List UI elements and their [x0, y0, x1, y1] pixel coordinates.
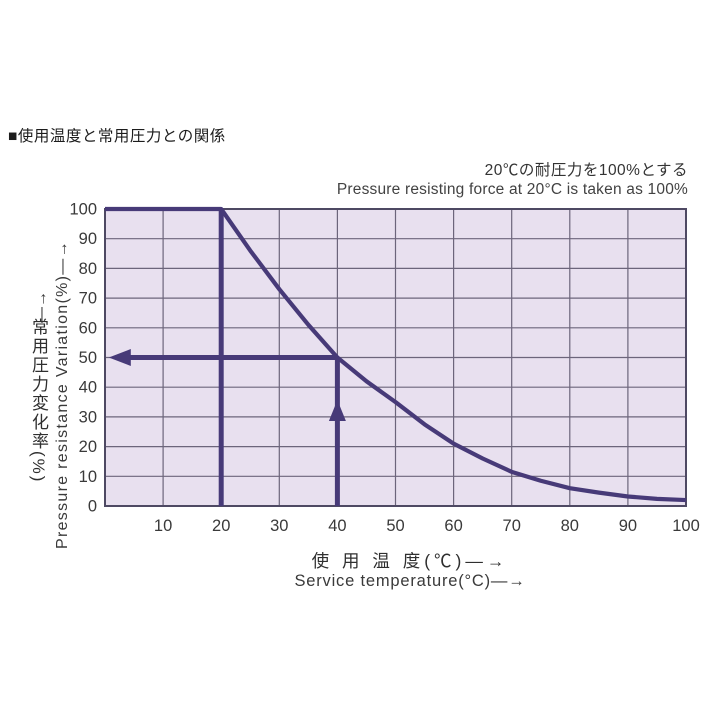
- x-tick-label: 30: [270, 517, 288, 535]
- figure-title: ■使用温度と常用圧力との関係: [8, 128, 226, 145]
- y-tick-label: 80: [79, 260, 97, 278]
- x-tick-label: 50: [386, 517, 404, 535]
- x-tick-label: 40: [328, 517, 346, 535]
- y-tick-label: 20: [79, 438, 97, 456]
- y-tick-label: 10: [79, 468, 97, 486]
- y-tick-label: 60: [79, 319, 97, 337]
- y-axis-label-ja: 常用圧力変化率(%): [29, 318, 48, 484]
- x-tick-label: 60: [444, 517, 462, 535]
- x-tick-label: 20: [212, 517, 230, 535]
- y-tick-label: 30: [79, 408, 97, 426]
- y-tick-label: 90: [79, 230, 97, 248]
- curve-pressure-resistance-vs-temperature: [105, 206, 687, 503]
- x-tick-label: 90: [619, 517, 637, 535]
- x-tick-label: 100: [672, 517, 700, 535]
- y-axis-label-en: Pressure resistance Variation(%)—→: [54, 240, 71, 549]
- x-axis-label-ja: 使 用 温 度(℃)—→: [311, 551, 509, 571]
- annotation-ja: 20℃の耐圧力を100%とする: [484, 162, 688, 179]
- y-tick-label: 0: [88, 498, 97, 516]
- x-tick-label: 70: [503, 517, 521, 535]
- y-tick-label: 50: [79, 349, 97, 367]
- x-axis-label-en: Service temperature(°C)—→: [294, 572, 526, 590]
- left-arrowhead-icon: [108, 349, 131, 366]
- y-tick-label: 70: [79, 290, 97, 308]
- plot-border: [104, 208, 687, 507]
- up-arrowhead-icon: [328, 400, 346, 422]
- x-tick-label: 10: [154, 517, 172, 535]
- y-tick-label: 100: [69, 201, 97, 219]
- y-tick-label: 40: [79, 379, 97, 397]
- x-tick-label: 80: [561, 517, 579, 535]
- annotation-en: Pressure resisting force at 20°C is take…: [336, 181, 688, 198]
